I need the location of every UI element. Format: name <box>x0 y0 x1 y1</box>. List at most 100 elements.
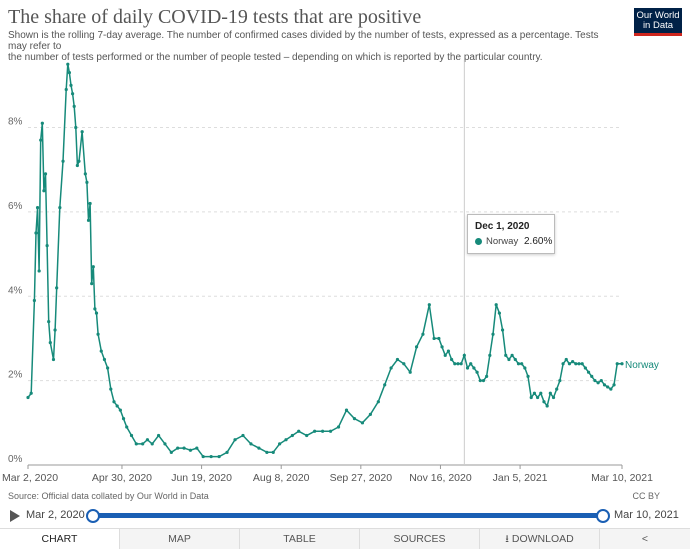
logo-line-2: in Data <box>642 20 674 31</box>
tab-table[interactable]: TABLE <box>240 529 360 549</box>
tab-chart[interactable]: CHART <box>0 529 120 549</box>
tab-map[interactable]: MAP <box>120 529 240 549</box>
tooltip-value: 2.60% <box>524 236 553 247</box>
data-point <box>376 400 380 404</box>
data-point <box>109 387 113 391</box>
data-point <box>609 387 613 391</box>
data-point <box>432 336 436 341</box>
data-point <box>163 442 167 446</box>
data-point <box>86 218 91 222</box>
data-point <box>26 395 30 400</box>
data-point <box>61 159 65 163</box>
data-point <box>542 400 546 404</box>
data-point <box>66 62 70 66</box>
y-tick-label: 0% <box>8 454 23 465</box>
series-line-norway <box>27 64 622 458</box>
data-point <box>443 353 447 357</box>
chart-subtitle: Shown is the rolling 7-day average. The … <box>8 30 608 63</box>
owid-logo[interactable]: Our World in Data <box>634 8 682 36</box>
data-point <box>51 357 56 362</box>
data-point <box>37 269 41 273</box>
data-point <box>156 433 161 438</box>
hover-tooltip: Dec 1, 2020 Norway 2.60% <box>467 214 555 254</box>
source-note[interactable]: Source: Official data collated by Our Wo… <box>8 491 209 501</box>
data-point <box>465 366 470 370</box>
download-label: DOWNLOAD <box>511 533 574 545</box>
data-point <box>42 189 46 193</box>
data-point <box>352 416 357 421</box>
data-point <box>145 438 150 442</box>
data-point <box>599 379 603 383</box>
timeline-end-handle[interactable] <box>596 509 610 523</box>
data-point <box>620 362 624 366</box>
data-point <box>437 336 441 341</box>
data-point <box>488 353 492 357</box>
data-point <box>72 104 76 109</box>
timeline-start-label: Mar 2, 2020 <box>26 509 85 521</box>
tooltip-date: Dec 1, 2020 <box>475 221 530 232</box>
data-point <box>469 362 473 366</box>
chart-title: The share of daily COVID-19 tests that a… <box>8 6 422 28</box>
data-point <box>121 416 126 421</box>
data-point <box>47 319 51 324</box>
x-tick-label: Apr 30, 2020 <box>92 472 152 484</box>
data-point <box>564 357 568 362</box>
data-point <box>48 341 52 345</box>
download-icon: ⭳ <box>505 533 512 545</box>
timeline-track[interactable] <box>92 513 602 518</box>
data-point <box>67 71 72 75</box>
data-point <box>494 303 498 307</box>
data-point <box>580 362 584 366</box>
data-point <box>606 385 610 389</box>
y-tick-label: 8% <box>8 117 23 128</box>
data-point <box>278 442 282 446</box>
tab-download[interactable]: ⭳ DOWNLOAD <box>480 529 600 549</box>
data-point <box>472 366 476 370</box>
play-icon[interactable] <box>10 510 20 522</box>
data-point <box>615 362 619 366</box>
data-point <box>504 353 508 357</box>
data-point <box>75 163 79 168</box>
data-point <box>58 206 62 210</box>
license-link[interactable]: CC BY <box>632 491 660 501</box>
data-point <box>313 429 317 433</box>
data-point <box>91 265 95 269</box>
data-point <box>561 362 565 366</box>
data-point <box>485 374 489 379</box>
data-point <box>195 446 199 450</box>
data-point <box>85 180 89 184</box>
data-point <box>321 429 325 433</box>
data-point <box>421 332 425 336</box>
x-tick-label: Aug 8, 2020 <box>253 472 310 484</box>
data-point <box>368 412 372 416</box>
tooltip-series-dot <box>475 238 482 245</box>
data-point <box>596 381 600 385</box>
logo-line-1: Our World <box>636 10 680 21</box>
data-point <box>209 454 213 459</box>
data-point <box>80 130 84 134</box>
data-point <box>118 408 122 412</box>
data-point <box>516 362 521 366</box>
data-point <box>241 433 245 438</box>
line-chart[interactable]: 0% 2% 4% 6% 8% Mar 2, 2020 Apr 30, 2020 Jun 19,… <box>0 0 690 490</box>
series-end-label: Norway <box>625 360 659 371</box>
data-point <box>336 425 341 429</box>
data-point <box>115 404 119 408</box>
data-point <box>612 383 616 387</box>
share-button[interactable]: < <box>600 529 690 549</box>
data-point <box>32 298 36 303</box>
data-point <box>249 442 253 446</box>
data-point <box>257 446 261 450</box>
tab-sources[interactable]: SOURCES <box>360 529 480 549</box>
data-point <box>586 370 591 374</box>
subtitle-line-2: the number of tests performed or the num… <box>8 52 543 63</box>
data-point <box>602 383 607 387</box>
data-point <box>459 362 463 366</box>
data-point <box>583 366 587 370</box>
timeline-start-handle[interactable] <box>86 509 100 523</box>
data-point <box>535 395 540 400</box>
data-point <box>169 450 173 454</box>
x-tick-label: Sep 27, 2020 <box>330 472 393 484</box>
x-tick-label: Jan 5, 2021 <box>493 472 548 484</box>
data-point <box>217 454 221 459</box>
